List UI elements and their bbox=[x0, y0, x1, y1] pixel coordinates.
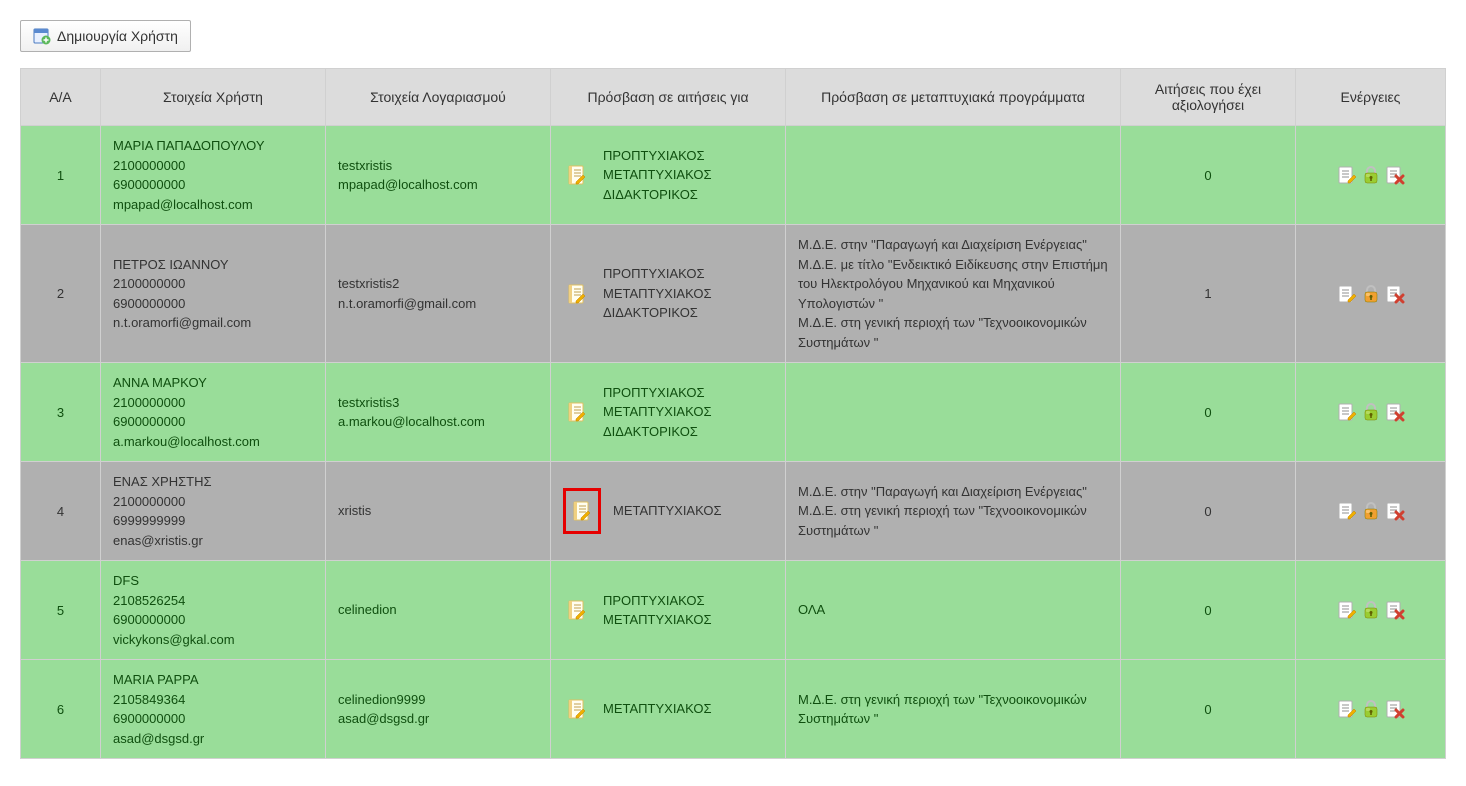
cell-evaluated-count: 0 bbox=[1121, 363, 1296, 462]
cell-account-details: testxristis3a.markou@localhost.com bbox=[326, 363, 551, 462]
access-note-icon[interactable] bbox=[563, 488, 601, 534]
edit-icon[interactable] bbox=[1337, 699, 1357, 719]
create-user-label: Δημιουργία Χρήστη bbox=[57, 28, 178, 44]
lock-icon[interactable] bbox=[1361, 402, 1381, 422]
cell-account-details: celinedion bbox=[326, 561, 551, 660]
cell-programs: Μ.Δ.Ε. στην "Παραγωγή και Διαχείριση Ενέ… bbox=[786, 462, 1121, 561]
table-row: 5DFS21085262546900000000vickykons@gkal.c… bbox=[21, 561, 1446, 660]
cell-user-details: ΑΝΝΑ ΜΑΡΚΟΥ21000000006900000000a.markou@… bbox=[101, 363, 326, 462]
access-types-list: ΠΡΟΠΤΥΧΙΑΚΟΣΜΕΤΑΠΤΥΧΙΑΚΟΣΔΙΔΑΚΤΟΡΙΚΟΣ bbox=[603, 264, 712, 323]
header-actions: Ενέργειες bbox=[1296, 69, 1446, 126]
lock-icon[interactable] bbox=[1361, 600, 1381, 620]
cell-actions bbox=[1296, 363, 1446, 462]
header-programs: Πρόσβαση σε μεταπτυχιακά προγράμματα bbox=[786, 69, 1121, 126]
table-header-row: Α/Α Στοιχεία Χρήστη Στοιχεία Λογαριασμού… bbox=[21, 69, 1446, 126]
cell-user-details: ΜΑΡΙΑ ΠΑΠΑΔΟΠΟΥΛΟΥ21000000006900000000mp… bbox=[101, 126, 326, 225]
edit-icon[interactable] bbox=[1337, 284, 1357, 304]
cell-access: ΠΡΟΠΤΥΧΙΑΚΟΣΜΕΤΑΠΤΥΧΙΑΚΟΣΔΙΔΑΚΤΟΡΙΚΟΣ bbox=[551, 225, 786, 363]
cell-programs: ΟΛΑ bbox=[786, 561, 1121, 660]
cell-access: ΠΡΟΠΤΥΧΙΑΚΟΣΜΕΤΑΠΤΥΧΙΑΚΟΣ bbox=[551, 561, 786, 660]
cell-access: ΠΡΟΠΤΥΧΙΑΚΟΣΜΕΤΑΠΤΥΧΙΑΚΟΣΔΙΔΑΚΤΟΡΙΚΟΣ bbox=[551, 126, 786, 225]
cell-aa: 2 bbox=[21, 225, 101, 363]
cell-programs bbox=[786, 363, 1121, 462]
edit-icon[interactable] bbox=[1337, 600, 1357, 620]
access-types-list: ΜΕΤΑΠΤΥΧΙΑΚΟΣ bbox=[613, 501, 722, 521]
cell-programs: Μ.Δ.Ε. στην "Παραγωγή και Διαχείριση Ενέ… bbox=[786, 225, 1121, 363]
cell-access: ΜΕΤΑΠΤΥΧΙΑΚΟΣ bbox=[551, 462, 786, 561]
edit-icon[interactable] bbox=[1337, 501, 1357, 521]
delete-icon[interactable] bbox=[1385, 402, 1405, 422]
header-account: Στοιχεία Λογαριασμού bbox=[326, 69, 551, 126]
cell-actions bbox=[1296, 561, 1446, 660]
delete-icon[interactable] bbox=[1385, 165, 1405, 185]
cell-evaluated-count: 0 bbox=[1121, 126, 1296, 225]
users-table: Α/Α Στοιχεία Χρήστη Στοιχεία Λογαριασμού… bbox=[20, 68, 1446, 759]
cell-account-details: xristis bbox=[326, 462, 551, 561]
cell-user-details: ΠΕΤΡΟΣ ΙΩΑΝΝΟΥ21000000006900000000n.t.or… bbox=[101, 225, 326, 363]
table-row: 4ΕΝΑΣ ΧΡΗΣΤΗΣ21000000006999999999enas@xr… bbox=[21, 462, 1446, 561]
cell-user-details: MARIA PAPPA21058493646900000000asad@dsgs… bbox=[101, 660, 326, 759]
cell-programs bbox=[786, 126, 1121, 225]
cell-actions bbox=[1296, 126, 1446, 225]
access-note-icon[interactable] bbox=[563, 280, 591, 308]
lock-icon[interactable] bbox=[1361, 284, 1381, 304]
cell-actions bbox=[1296, 660, 1446, 759]
access-types-list: ΠΡΟΠΤΥΧΙΑΚΟΣΜΕΤΑΠΤΥΧΙΑΚΟΣΔΙΔΑΚΤΟΡΙΚΟΣ bbox=[603, 146, 712, 205]
create-user-button[interactable]: Δημιουργία Χρήστη bbox=[20, 20, 191, 52]
create-user-icon bbox=[33, 27, 51, 45]
cell-aa: 5 bbox=[21, 561, 101, 660]
cell-aa: 6 bbox=[21, 660, 101, 759]
edit-icon[interactable] bbox=[1337, 165, 1357, 185]
header-aa: Α/Α bbox=[21, 69, 101, 126]
access-types-list: ΠΡΟΠΤΥΧΙΑΚΟΣΜΕΤΑΠΤΥΧΙΑΚΟΣΔΙΔΑΚΤΟΡΙΚΟΣ bbox=[603, 383, 712, 442]
table-row: 1ΜΑΡΙΑ ΠΑΠΑΔΟΠΟΥΛΟΥ21000000006900000000m… bbox=[21, 126, 1446, 225]
cell-account-details: testxristis2n.t.oramorfi@gmail.com bbox=[326, 225, 551, 363]
cell-aa: 1 bbox=[21, 126, 101, 225]
access-note-icon[interactable] bbox=[563, 695, 591, 723]
lock-icon[interactable] bbox=[1361, 165, 1381, 185]
cell-evaluated-count: 1 bbox=[1121, 225, 1296, 363]
cell-access: ΜΕΤΑΠΤΥΧΙΑΚΟΣ bbox=[551, 660, 786, 759]
delete-icon[interactable] bbox=[1385, 699, 1405, 719]
cell-actions bbox=[1296, 225, 1446, 363]
access-types-list: ΜΕΤΑΠΤΥΧΙΑΚΟΣ bbox=[603, 699, 712, 719]
access-note-icon[interactable] bbox=[563, 596, 591, 624]
cell-aa: 3 bbox=[21, 363, 101, 462]
delete-icon[interactable] bbox=[1385, 600, 1405, 620]
cell-evaluated-count: 0 bbox=[1121, 462, 1296, 561]
table-row: 2ΠΕΤΡΟΣ ΙΩΑΝΝΟΥ21000000006900000000n.t.o… bbox=[21, 225, 1446, 363]
lock-icon[interactable] bbox=[1361, 699, 1381, 719]
delete-icon[interactable] bbox=[1385, 284, 1405, 304]
lock-icon[interactable] bbox=[1361, 501, 1381, 521]
cell-evaluated-count: 0 bbox=[1121, 561, 1296, 660]
header-access: Πρόσβαση σε αιτήσεις για bbox=[551, 69, 786, 126]
header-user: Στοιχεία Χρήστη bbox=[101, 69, 326, 126]
access-types-list: ΠΡΟΠΤΥΧΙΑΚΟΣΜΕΤΑΠΤΥΧΙΑΚΟΣ bbox=[603, 591, 712, 630]
cell-programs: Μ.Δ.Ε. στη γενική περιοχή των "Τεχνοοικο… bbox=[786, 660, 1121, 759]
cell-actions bbox=[1296, 462, 1446, 561]
cell-user-details: DFS21085262546900000000vickykons@gkal.co… bbox=[101, 561, 326, 660]
table-row: 3ΑΝΝΑ ΜΑΡΚΟΥ21000000006900000000a.markou… bbox=[21, 363, 1446, 462]
cell-access: ΠΡΟΠΤΥΧΙΑΚΟΣΜΕΤΑΠΤΥΧΙΑΚΟΣΔΙΔΑΚΤΟΡΙΚΟΣ bbox=[551, 363, 786, 462]
cell-evaluated-count: 0 bbox=[1121, 660, 1296, 759]
cell-account-details: celinedion9999asad@dsgsd.gr bbox=[326, 660, 551, 759]
delete-icon[interactable] bbox=[1385, 501, 1405, 521]
cell-user-details: ΕΝΑΣ ΧΡΗΣΤΗΣ21000000006999999999enas@xri… bbox=[101, 462, 326, 561]
cell-account-details: testxristismpapad@localhost.com bbox=[326, 126, 551, 225]
access-note-icon[interactable] bbox=[563, 398, 591, 426]
access-note-icon[interactable] bbox=[563, 161, 591, 189]
header-evaluated: Αιτήσεις που έχει αξιολογήσει bbox=[1121, 69, 1296, 126]
cell-aa: 4 bbox=[21, 462, 101, 561]
edit-icon[interactable] bbox=[1337, 402, 1357, 422]
table-row: 6MARIA PAPPA21058493646900000000asad@dsg… bbox=[21, 660, 1446, 759]
